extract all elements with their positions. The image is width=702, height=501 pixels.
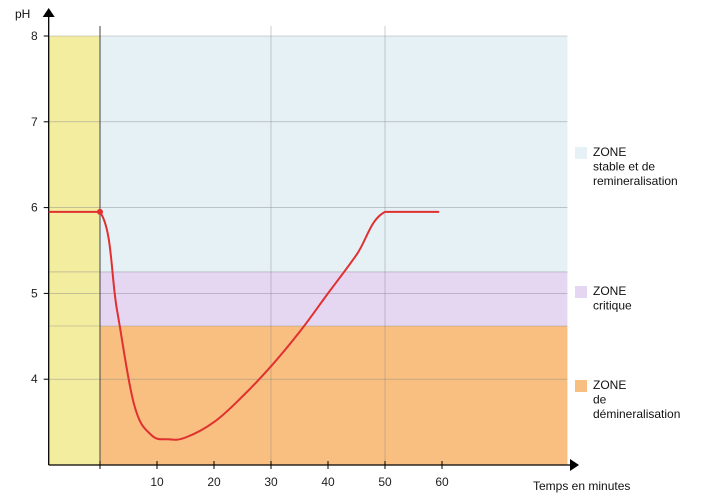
x-tick-label: 30 xyxy=(264,475,278,489)
legend-swatch-critique xyxy=(575,286,587,298)
legend-label-stable: stable et de xyxy=(593,160,655,174)
y-tick-label: 8 xyxy=(31,29,38,43)
grid-lines xyxy=(48,26,568,465)
y-tick-label: 4 xyxy=(31,372,38,386)
ph-marker xyxy=(97,208,103,215)
x-tick-label: 60 xyxy=(435,475,449,489)
initial-band xyxy=(48,36,100,465)
x-axis-arrow xyxy=(570,459,579,471)
y-tick-label: 6 xyxy=(31,201,38,215)
legend-swatch-demineralisation xyxy=(575,380,587,392)
legend-label-stable: remineralisation xyxy=(593,174,678,188)
zone-band-critique xyxy=(100,271,568,327)
x-tick-label: 10 xyxy=(150,475,164,489)
ph-curve-0 xyxy=(48,210,440,441)
tick-labels: 4 5 6 7 8 10 20 30 40 50 60 xyxy=(31,29,449,489)
x-tick-label: 40 xyxy=(321,475,335,489)
zone-band-stable xyxy=(100,36,568,272)
y-tick-label: 5 xyxy=(31,286,38,300)
ph-curve-layer xyxy=(48,208,440,441)
legend-label-critique: critique xyxy=(593,299,632,313)
x-axis-title: Temps en minutes xyxy=(533,479,630,493)
legend-label-stable: ZONE xyxy=(593,145,626,159)
zone-bands xyxy=(48,36,568,465)
y-axis-arrow xyxy=(42,8,55,17)
x-tick-label: 50 xyxy=(378,475,392,489)
legend-swatch-stable xyxy=(575,147,587,159)
zone-band-demineralisation xyxy=(100,326,568,465)
y-axis-title: pH xyxy=(15,7,30,21)
legend-label-demineralisation: de xyxy=(593,393,607,407)
axes xyxy=(42,8,579,471)
legend-label-critique: ZONE xyxy=(593,284,626,298)
legend-label-demineralisation: ZONE xyxy=(593,378,626,392)
y-tick-label: 7 xyxy=(31,115,38,129)
x-tick-label: 20 xyxy=(207,475,221,489)
legend-label-demineralisation: démineralisation xyxy=(593,407,680,421)
